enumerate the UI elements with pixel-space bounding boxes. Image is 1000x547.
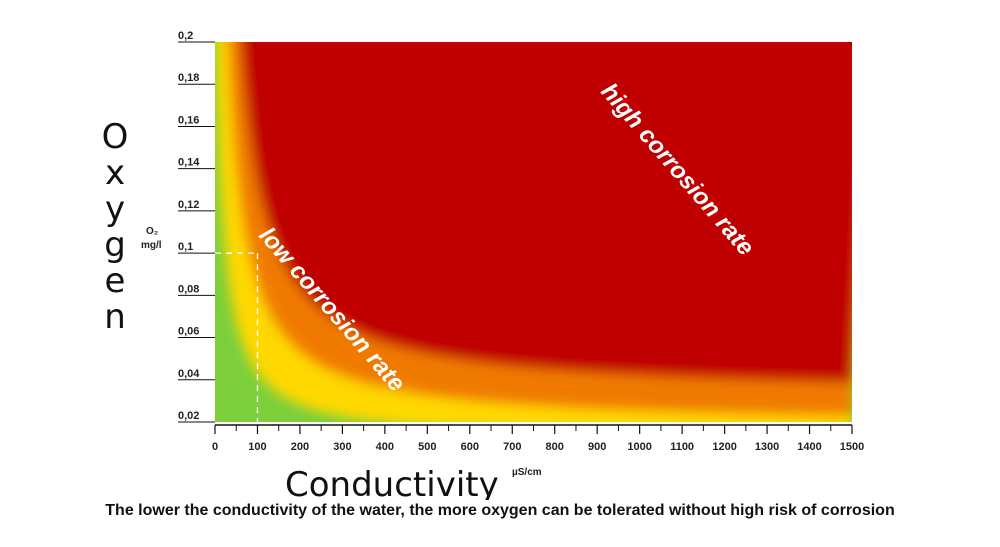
y-axis-title-letter: g bbox=[104, 225, 126, 265]
y-axis-title-letter: e bbox=[105, 261, 126, 301]
x-tick-label: 900 bbox=[588, 441, 606, 453]
x-axis-ticks: 0 100 200 300 400 500 600 700 800 900 1000 1100 1200… bbox=[212, 425, 864, 453]
y-tick-label: 0,12 bbox=[178, 199, 199, 211]
x-axis-title: Conductivity bbox=[285, 465, 499, 500]
y-unit-bottom: mg/l bbox=[141, 240, 162, 251]
x-tick-label: 500 bbox=[418, 441, 436, 453]
y-tick-label: 0,08 bbox=[178, 283, 199, 295]
heatmap-area bbox=[215, 42, 852, 422]
y-tick-label: 0,16 bbox=[178, 114, 199, 126]
x-tick-label: 0 bbox=[212, 441, 218, 453]
y-tick-label: 0,1 bbox=[178, 241, 193, 253]
y-axis-title-letter: n bbox=[104, 297, 126, 337]
y-axis-title-letter: y bbox=[105, 189, 125, 229]
x-tick-label: 800 bbox=[546, 441, 564, 453]
x-tick-label: 1300 bbox=[755, 441, 779, 453]
x-tick-label: 600 bbox=[461, 441, 479, 453]
y-tick-label: 0,04 bbox=[178, 368, 200, 380]
y-axis-ticks: 0,02 0,04 0,06 0,08 0,1 0,12 0,14 0,16 0,18 0,2 bbox=[178, 30, 215, 423]
x-tick-label: 1100 bbox=[670, 441, 694, 453]
x-tick-label: 700 bbox=[503, 441, 521, 453]
y-tick-label: 0,2 bbox=[178, 30, 193, 42]
y-tick-label: 0,18 bbox=[178, 72, 199, 84]
x-tick-label: 300 bbox=[333, 441, 351, 453]
x-tick-label: 1500 bbox=[840, 441, 864, 453]
corrosion-chart: 0 100 200 300 400 500 600 700 800 900 1000 1100 1200… bbox=[102, 30, 865, 500]
x-tick-label: 1200 bbox=[712, 441, 736, 453]
high-corrosion-zone bbox=[240, 42, 852, 383]
x-unit: µS/cm bbox=[512, 467, 542, 478]
y-axis-title-letter: O bbox=[102, 117, 129, 157]
x-tick-label: 1000 bbox=[627, 441, 651, 453]
x-tick-label: 400 bbox=[376, 441, 394, 453]
y-tick-label: 0,06 bbox=[178, 326, 199, 338]
chart-caption: The lower the conductivity of the water,… bbox=[105, 502, 895, 519]
y-tick-label: 0,02 bbox=[178, 410, 199, 422]
x-tick-label: 1400 bbox=[797, 441, 821, 453]
y-unit-top: O₂ bbox=[146, 226, 158, 237]
y-axis-title-letter: x bbox=[105, 153, 125, 193]
x-tick-label: 100 bbox=[248, 441, 266, 453]
y-tick-label: 0,14 bbox=[178, 157, 200, 169]
x-tick-label: 200 bbox=[291, 441, 309, 453]
